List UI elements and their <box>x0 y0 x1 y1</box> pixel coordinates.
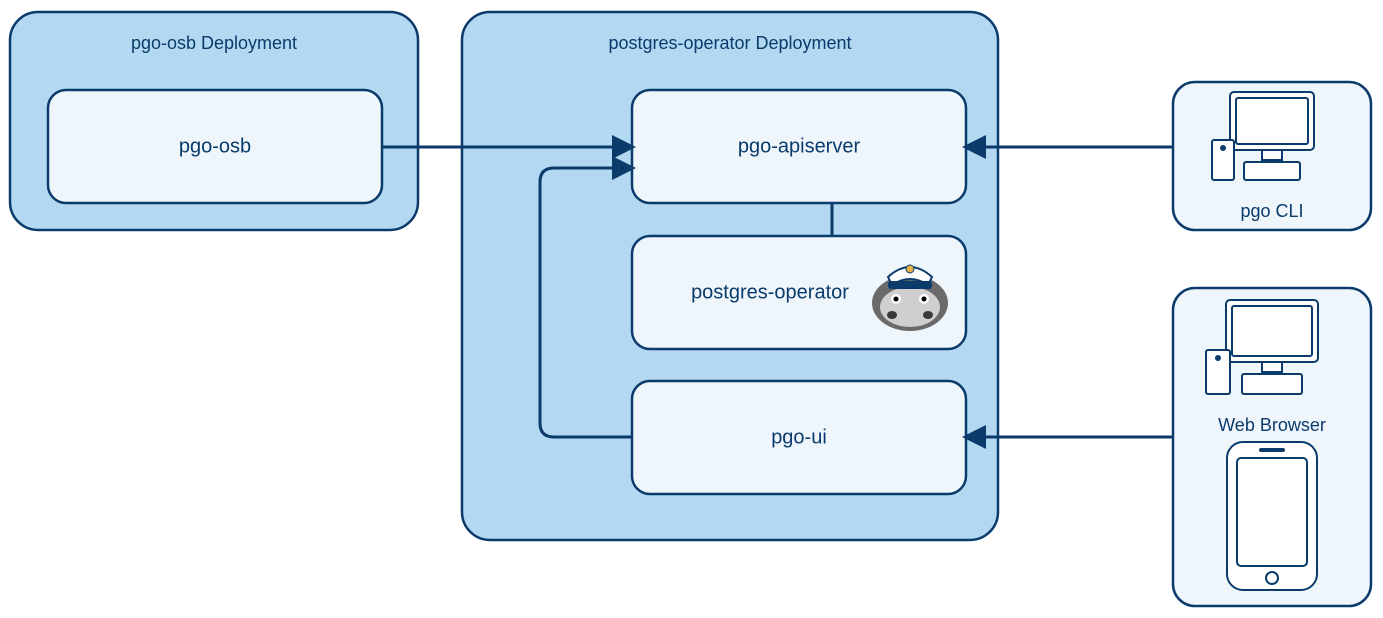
node-pgo-osb: pgo-osb <box>48 90 382 203</box>
node-pgo-ui: pgo-ui <box>632 381 966 494</box>
phone-icon <box>1227 442 1317 590</box>
architecture-diagram: pgo-osb Deployment postgres-operator Dep… <box>0 0 1383 618</box>
node-label: pgo-osb <box>179 135 251 157</box>
node-pgo-apiserver: pgo-apiserver <box>632 90 966 203</box>
node-label: pgo-ui <box>771 426 827 448</box>
device-pgo-cli: pgo CLI <box>1173 82 1371 230</box>
container-title: postgres-operator Deployment <box>608 33 851 53</box>
device-web-browser: Web Browser <box>1173 288 1371 606</box>
node-label: postgres-operator <box>691 281 849 303</box>
node-postgres-operator: postgres-operator <box>632 236 966 349</box>
container-title: pgo-osb Deployment <box>131 33 297 53</box>
device-label: Web Browser <box>1218 415 1326 435</box>
node-label: pgo-apiserver <box>738 135 861 157</box>
device-label: pgo CLI <box>1240 201 1303 221</box>
